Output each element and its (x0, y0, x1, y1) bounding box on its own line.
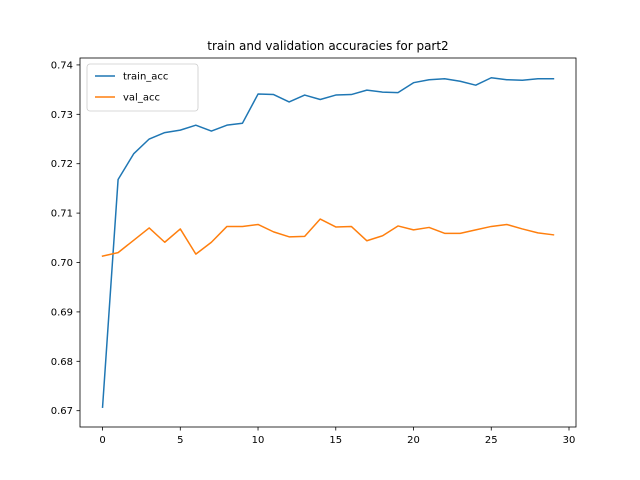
y-tick-label: 0.71 (51, 209, 73, 220)
series-line-train_acc (101, 77, 555, 409)
y-tick-label: 0.70 (51, 258, 73, 269)
x-tick-label: 10 (252, 435, 265, 446)
legend: train_acc val_acc (86, 63, 199, 112)
axes: 0 5 10 15 20 25 30 0.67 0.68 0.69 0.70 0.71 0.72 0.73… (51, 57, 577, 446)
legend-label-train_acc: train_acc (123, 72, 168, 83)
y-tick-label: 0.67 (51, 406, 73, 417)
chart-title: train and validation accuracies for part… (207, 39, 448, 53)
series-line-val_acc (101, 218, 555, 257)
plot-area (101, 77, 555, 409)
y-tick-label: 0.74 (51, 60, 73, 71)
legend-label-val_acc: val_acc (123, 93, 160, 104)
axes-frame (79, 57, 577, 428)
x-tick-label: 30 (563, 435, 576, 446)
y-tick-label: 0.68 (51, 357, 73, 368)
y-tick-label: 0.72 (51, 159, 73, 170)
x-tick-label: 0 (99, 435, 105, 446)
x-tick-label: 15 (329, 435, 342, 446)
y-tick-label: 0.69 (51, 307, 73, 318)
x-tick-label: 25 (485, 435, 498, 446)
x-tick-label: 5 (177, 435, 183, 446)
y-tick-label: 0.73 (51, 110, 73, 121)
x-tick-label: 20 (407, 435, 420, 446)
